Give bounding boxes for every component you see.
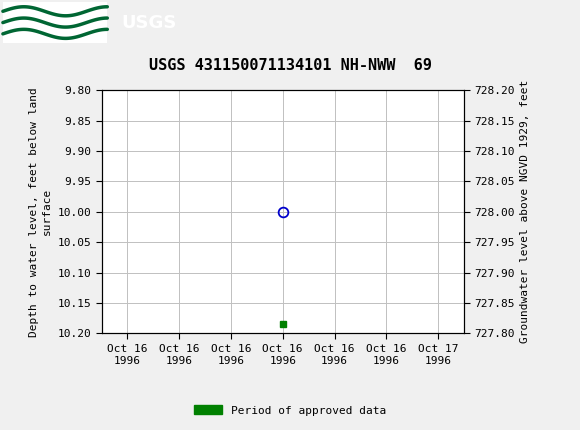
Y-axis label: Depth to water level, feet below land
surface: Depth to water level, feet below land su… bbox=[28, 87, 52, 337]
Bar bbox=[3, 2, 107, 43]
Legend: Period of approved data: Period of approved data bbox=[190, 401, 390, 420]
Text: USGS: USGS bbox=[122, 14, 177, 31]
Text: USGS 431150071134101 NH-NWW  69: USGS 431150071134101 NH-NWW 69 bbox=[148, 58, 432, 73]
Y-axis label: Groundwater level above NGVD 1929, feet: Groundwater level above NGVD 1929, feet bbox=[520, 80, 531, 344]
